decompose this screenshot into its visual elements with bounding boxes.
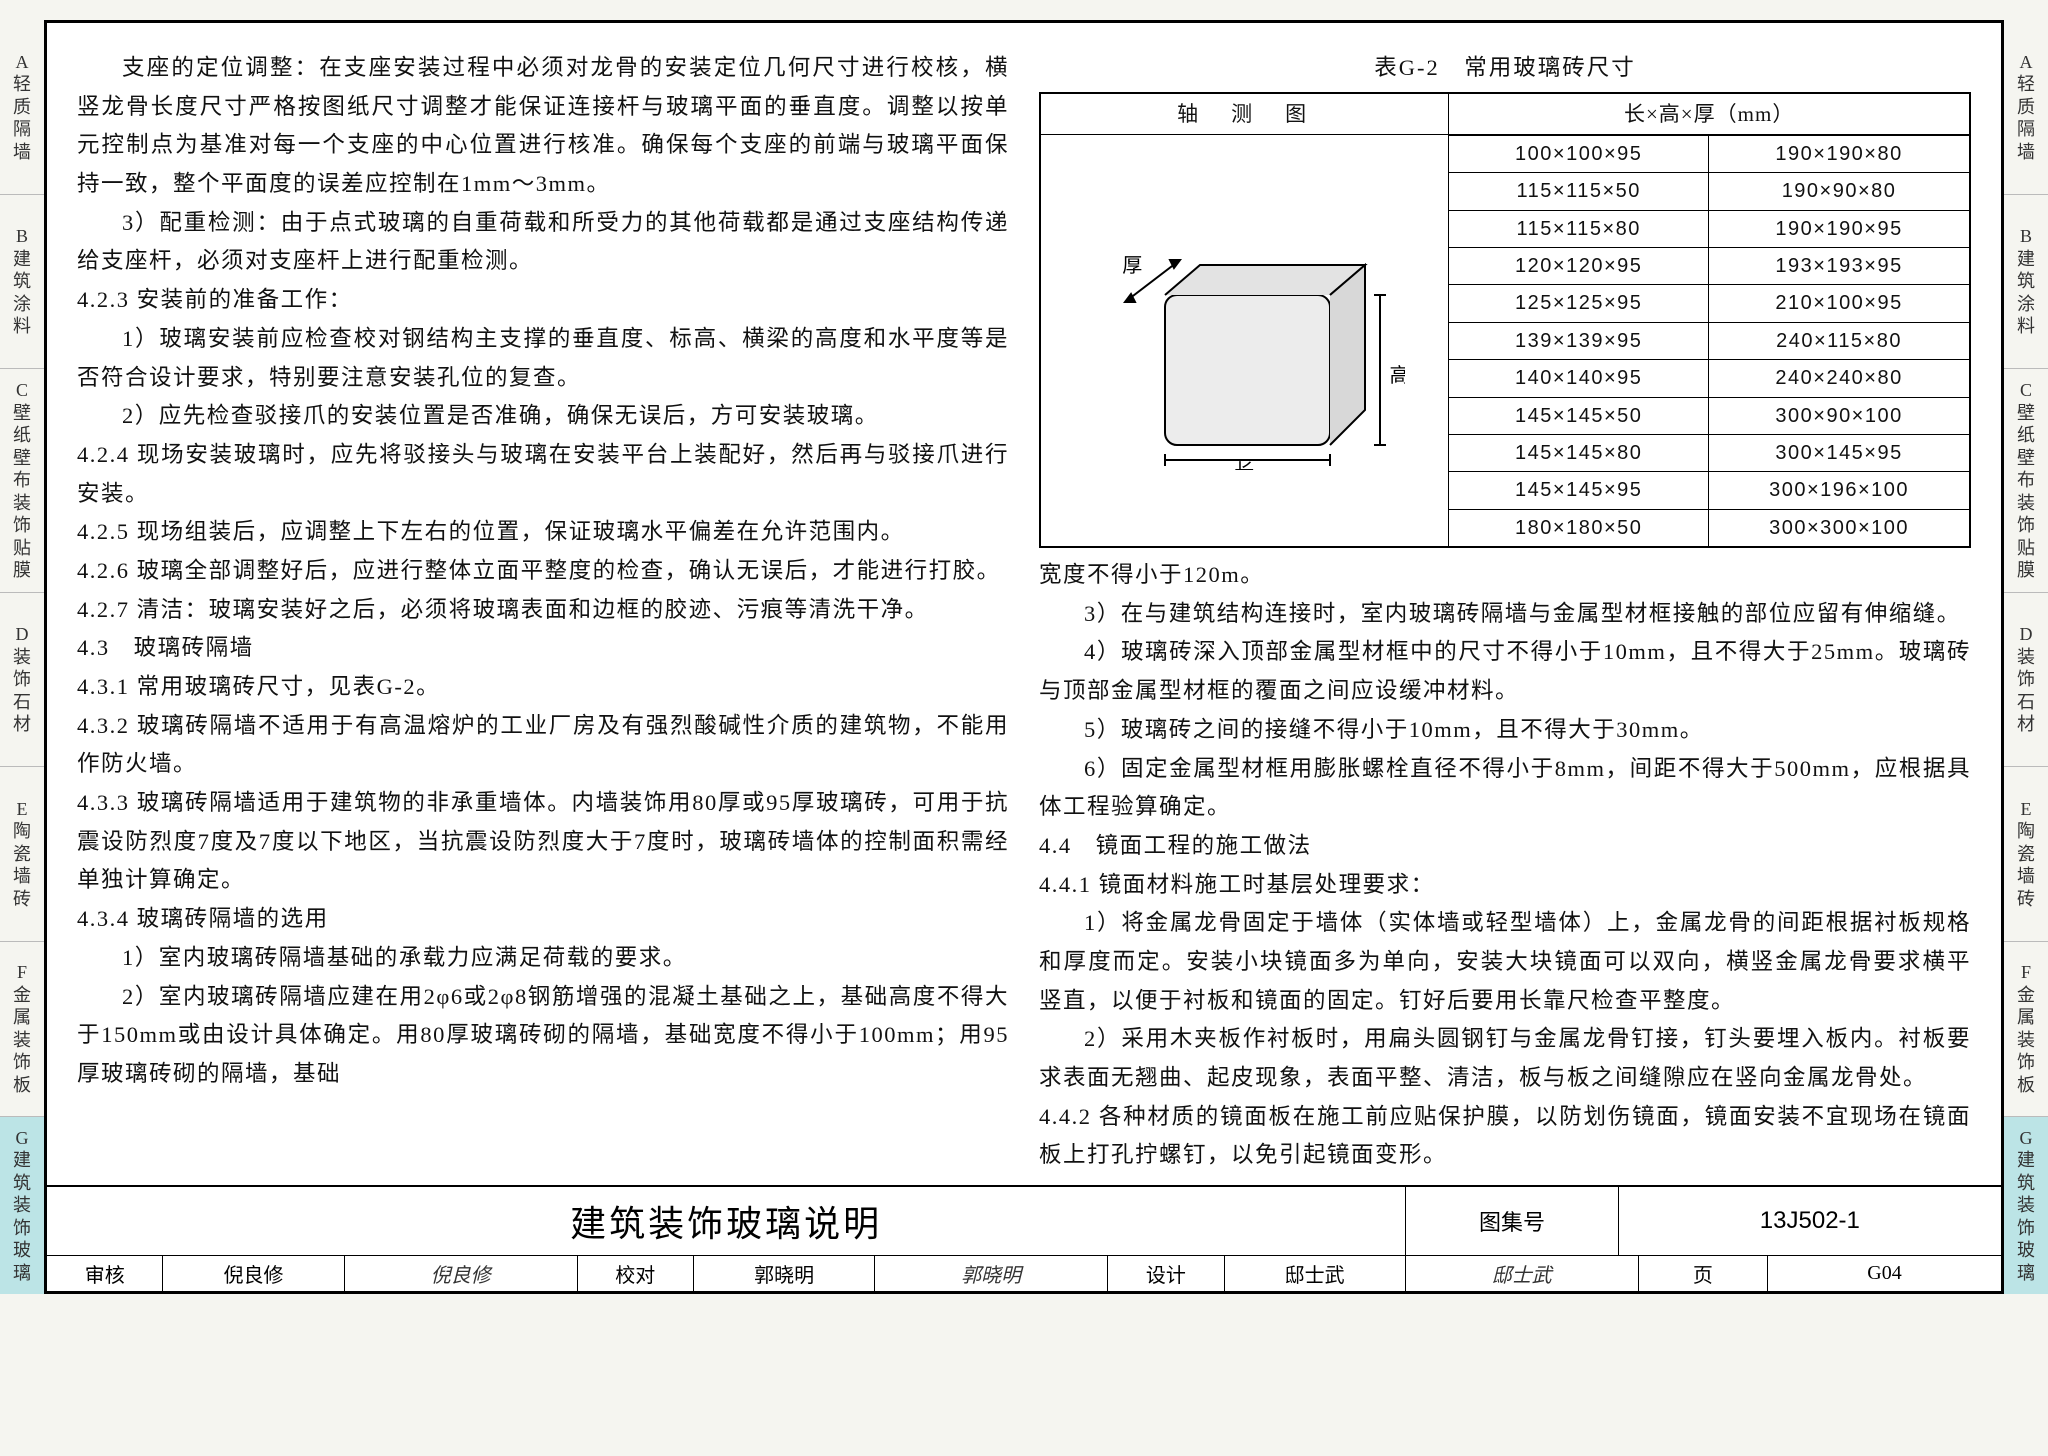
para: 4.4.1 镜面材料施工时基层处理要求： [1039, 866, 1971, 905]
svg-text:高: 高 [1386, 364, 1405, 386]
table-cell: 190×190×95 [1709, 210, 1969, 247]
table-cell: 240×115×80 [1709, 322, 1969, 359]
atlas-code: 13J502-1 [1619, 1187, 2001, 1255]
para: 4.2.7 清洁：玻璃安装好之后，必须将玻璃表面和边框的胶迹、污痕等清洗干净。 [77, 591, 1009, 630]
table-head-right: 长×高×厚（mm） [1449, 94, 1969, 135]
para: 3）配重检测：由于点式玻璃的自重荷载和所受力的其他荷载都是通过支座结构传递给支座… [77, 204, 1009, 281]
para: 4.3.3 玻璃砖隔墙适用于建筑物的非承重墙体。内墙装饰用80厚或95厚玻璃砖，… [77, 784, 1009, 900]
left-column: 支座的定位调整：在支座安装过程中必须对龙骨的安装定位几何尺寸进行校核，横竖龙骨长… [77, 49, 1009, 1175]
signature-row: 审核倪良修倪良修校对郭晓明郭晓明设计邸士武邸士武页G04 [47, 1255, 2001, 1291]
table-cell: 115×115×50 [1449, 172, 1709, 209]
side-tabs-left: A轻质隔墙B建筑涂料C壁纸壁布装饰贴膜D装饰石材E陶瓷墙砖F金属装饰板G建筑装饰… [0, 20, 44, 1294]
para: 4.3.1 常用玻璃砖尺寸，见表G-2。 [77, 668, 1009, 707]
atlas-label: 图集号 [1406, 1187, 1618, 1255]
tab-A[interactable]: A轻质隔墙 [0, 20, 44, 194]
table-cell: 115×115×80 [1449, 210, 1709, 247]
para: 4.2.3 安装前的准备工作： [77, 281, 1009, 320]
tab-D[interactable]: D装饰石材 [2004, 592, 2048, 767]
content-columns: 支座的定位调整：在支座安装过程中必须对龙骨的安装定位几何尺寸进行校核，横竖龙骨长… [77, 49, 1971, 1175]
right-column: 表G-2 常用玻璃砖尺寸 轴 测 图 [1039, 49, 1971, 1175]
table-cell: 193×193×95 [1709, 247, 1969, 284]
diagram-body: 长 高 厚 [1041, 135, 1448, 546]
sig-sign: 邸士武 [1406, 1256, 1639, 1291]
table-head-left: 轴 测 图 [1041, 94, 1448, 135]
para: 4.2.6 玻璃全部调整好后，应进行整体立面平整度的检查，确认无误后，才能进行打… [77, 552, 1009, 591]
para: 6）固定金属型材框用膨胀螺栓直径不得小于8mm，间距不得大于500mm，应根据具… [1039, 750, 1971, 827]
table-cell: 300×90×100 [1709, 397, 1969, 434]
para: 5）玻璃砖之间的接缝不得小于10mm，且不得大于30mm。 [1039, 711, 1971, 750]
para: 4.4.2 各种材质的镜面板在施工前应贴保护膜，以防划伤镜面，镜面安装不宜现场在… [1039, 1098, 1971, 1175]
tab-A[interactable]: A轻质隔墙 [2004, 20, 2048, 194]
svg-text:长: 长 [1234, 460, 1256, 470]
para: 3）在与建筑结构连接时，室内玻璃砖隔墙与金属型材框接触的部位应留有伸缩缝。 [1039, 595, 1971, 634]
table-cell: 120×120×95 [1449, 247, 1709, 284]
tab-F[interactable]: F金属装饰板 [2004, 941, 2048, 1116]
table-cell: 145×145×80 [1449, 434, 1709, 471]
table-cell: 125×125×95 [1449, 284, 1709, 321]
glass-brick-table: 轴 测 图 [1039, 92, 1971, 548]
side-tabs-right: A轻质隔墙B建筑涂料C壁纸壁布装饰贴膜D装饰石材E陶瓷墙砖F金属装饰板G建筑装饰… [2004, 20, 2048, 1294]
para: 4.2.4 现场安装玻璃时，应先将驳接头与玻璃在安装平台上装配好，然后再与驳接爪… [77, 436, 1009, 513]
sig-role: 审核 [47, 1256, 163, 1291]
tab-D[interactable]: D装饰石材 [0, 592, 44, 767]
table-cell: 139×139×95 [1449, 322, 1709, 359]
table-cell: 210×100×95 [1709, 284, 1969, 321]
para: 4.3.2 玻璃砖隔墙不适用于有高温熔炉的工业厂房及有强烈酸碱性介质的建筑物，不… [77, 707, 1009, 784]
page-wrapper: A轻质隔墙B建筑涂料C壁纸壁布装饰贴膜D装饰石材E陶瓷墙砖F金属装饰板G建筑装饰… [0, 20, 2048, 1294]
para: 2）应先检查驳接爪的安装位置是否准确，确保无误后，方可安装玻璃。 [77, 397, 1009, 436]
sig-role: 设计 [1108, 1256, 1224, 1291]
para: 1）玻璃安装前应检查校对钢结构主支撑的垂直度、标高、横梁的高度和水平度等是否符合… [77, 320, 1009, 397]
para: 支座的定位调整：在支座安装过程中必须对龙骨的安装定位几何尺寸进行校核，横竖龙骨长… [77, 49, 1009, 204]
table-cell: 190×90×80 [1709, 172, 1969, 209]
para: 2）采用木夹板作衬板时，用扁头圆钢钉与金属龙骨钉接，钉头要埋入板内。衬板要求表面… [1039, 1020, 1971, 1097]
svg-text:厚: 厚 [1122, 255, 1144, 277]
table-cell: 190×190×80 [1709, 135, 1969, 172]
table-cell: 140×140×95 [1449, 359, 1709, 396]
para: 4）玻璃砖深入顶部金属型材框中的尺寸不得小于10mm，且不得大于25mm。玻璃砖… [1039, 633, 1971, 710]
title-block: 建筑装饰玻璃说明 图集号 13J502-1 审核倪良修倪良修校对郭晓明郭晓明设计… [47, 1185, 2001, 1291]
tab-E[interactable]: E陶瓷墙砖 [0, 766, 44, 941]
table-caption: 表G-2 常用玻璃砖尺寸 [1039, 49, 1971, 88]
page-label: 页 [1639, 1256, 1768, 1291]
para: 1）室内玻璃砖隔墙基础的承载力应满足荷载的要求。 [77, 939, 1009, 978]
sheet: 支座的定位调整：在支座安装过程中必须对龙骨的安装定位几何尺寸进行校核，横竖龙骨长… [44, 20, 2004, 1294]
table-data-col: 长×高×厚（mm） 100×100×95190×190×80115×115×50… [1449, 94, 1969, 546]
tab-E[interactable]: E陶瓷墙砖 [2004, 766, 2048, 941]
table-cell: 300×145×95 [1709, 434, 1969, 471]
table-cell: 100×100×95 [1449, 135, 1709, 172]
tab-G[interactable]: G建筑装饰玻璃 [2004, 1116, 2048, 1295]
table-cell: 145×145×50 [1449, 397, 1709, 434]
para: 4.3.4 玻璃砖隔墙的选用 [77, 900, 1009, 939]
table-cell: 300×300×100 [1709, 509, 1969, 546]
para: 2）室内玻璃砖隔墙应建在用2φ6或2φ8钢筋增强的混凝土基础之上，基础高度不得大… [77, 978, 1009, 1094]
page-code: G04 [1768, 1256, 2001, 1291]
para: 4.3 玻璃砖隔墙 [77, 629, 1009, 668]
para: 1）将金属龙骨固定于墙体（实体墙或轻型墙体）上，金属龙骨的间距根据衬板规格和厚度… [1039, 904, 1971, 1020]
table-cell: 240×240×80 [1709, 359, 1969, 396]
tab-F[interactable]: F金属装饰板 [0, 941, 44, 1116]
sig-sign: 倪良修 [345, 1256, 578, 1291]
table-cell: 180×180×50 [1449, 509, 1709, 546]
para: 4.4 镜面工程的施工做法 [1039, 827, 1971, 866]
sig-sign: 郭晓明 [875, 1256, 1108, 1291]
tab-C[interactable]: C壁纸壁布装饰贴膜 [0, 368, 44, 592]
sig-role: 校对 [578, 1256, 694, 1291]
table-data-rows: 100×100×95190×190×80115×115×50190×90×801… [1449, 135, 1969, 546]
table-diagram-col: 轴 测 图 [1041, 94, 1449, 546]
tab-G[interactable]: G建筑装饰玻璃 [0, 1116, 44, 1295]
tab-C[interactable]: C壁纸壁布装饰贴膜 [2004, 368, 2048, 592]
para: 宽度不得小于120m。 [1039, 556, 1971, 595]
table-cell: 300×196×100 [1709, 471, 1969, 508]
sig-name: 倪良修 [163, 1256, 344, 1291]
brick-diagram-icon: 长 高 厚 [1085, 210, 1405, 470]
table-cell: 145×145×95 [1449, 471, 1709, 508]
para: 4.2.5 现场组装后，应调整上下左右的位置，保证玻璃水平偏差在允许范围内。 [77, 513, 1009, 552]
tab-B[interactable]: B建筑涂料 [0, 194, 44, 369]
sig-name: 郭晓明 [694, 1256, 875, 1291]
tab-B[interactable]: B建筑涂料 [2004, 194, 2048, 369]
sig-name: 邸士武 [1225, 1256, 1406, 1291]
title-main: 建筑装饰玻璃说明 [47, 1187, 1406, 1255]
